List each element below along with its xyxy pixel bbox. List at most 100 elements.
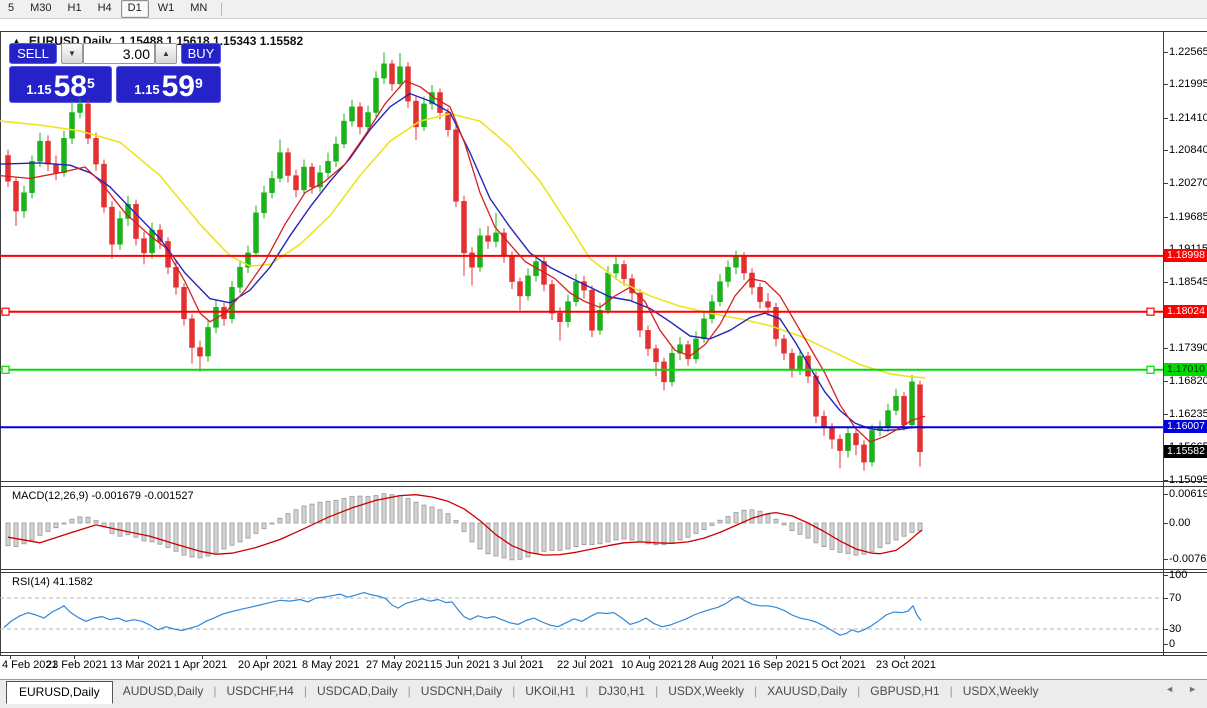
buy-price-display[interactable]: 1.15 59 9 (116, 66, 221, 103)
date-label: 22 Jul 2021 (557, 659, 614, 671)
date-label: 23 Oct 2021 (876, 659, 936, 671)
tab-separator: | (655, 684, 659, 698)
price-axis-label: 1.15095 (1169, 474, 1207, 486)
date-tick (840, 655, 841, 659)
rsi-axis-label: 70 (1169, 592, 1182, 604)
ma-fast-red-line (0, 80, 926, 443)
tab-gbpusd-h1[interactable]: GBPUSD,H1 (870, 684, 940, 698)
sell-button[interactable]: SELL (9, 43, 57, 64)
price-axis-tick (1163, 381, 1168, 382)
rsi-indicator-label: RSI(14) 41.1582 (12, 576, 93, 588)
price-axis-tick (1163, 348, 1168, 349)
date-tick (585, 655, 586, 659)
period-toolbar: 5 M30 H1 H4 D1 W1 MN (0, 0, 1207, 19)
candles-group (5, 52, 923, 471)
tab-audusd-daily[interactable]: AUDUSD,Daily (122, 684, 204, 698)
macd-panel-top-line (0, 486, 1207, 487)
tab-xauusd-daily[interactable]: XAUUSD,Daily (767, 684, 848, 698)
price-axis-tick (1163, 282, 1168, 283)
date-tick (776, 655, 777, 659)
date-tick (10, 655, 11, 659)
date-tick (394, 655, 395, 659)
date-label: 3 Jul 2021 (493, 659, 544, 671)
rsi-axis-tick (1163, 598, 1168, 599)
ma-slow-yellow-line (0, 112, 926, 379)
volume-decrease-button[interactable]: ▼ (61, 43, 83, 64)
rsi-panel-canvas[interactable] (0, 573, 1163, 652)
main-panel-bottom-line (0, 481, 1207, 482)
rsi-axis-label: 100 (1169, 569, 1188, 581)
date-tick (649, 655, 650, 659)
sell-price-display[interactable]: 1.15 58 5 (9, 66, 112, 103)
price-tag-1.17010: 1.17010 (1164, 363, 1207, 376)
period-button-m30[interactable]: M30 (30, 2, 52, 14)
level-handle[interactable] (1, 307, 10, 316)
chart-frame-top (0, 31, 1207, 32)
volume-input[interactable] (83, 43, 155, 64)
price-axis-label: 1.17390 (1169, 342, 1207, 354)
date-label: 8 May 2021 (302, 659, 360, 671)
price-axis-label: 1.21995 (1169, 78, 1207, 90)
tab-scroll-arrows: ◄ ► (1165, 684, 1197, 694)
macd-axis-tick (1163, 559, 1168, 560)
date-tick (138, 655, 139, 659)
tab-scroll-left-icon[interactable]: ◄ (1165, 684, 1175, 694)
price-axis-label: 1.18545 (1169, 276, 1207, 288)
tab-dj30-h1[interactable]: DJ30,H1 (598, 684, 646, 698)
period-button-h4[interactable]: H4 (97, 2, 112, 14)
one-click-collapse-icon[interactable]: ▲ (12, 36, 21, 46)
tab-usdchf-h4[interactable]: USDCHF,H4 (226, 684, 294, 698)
level-handle[interactable] (1146, 365, 1155, 374)
tab-usdcad-daily[interactable]: USDCAD,Daily (316, 684, 398, 698)
tab-separator: | (303, 684, 307, 698)
date-label: 23 Feb 2021 (46, 659, 108, 671)
macd-signal-line (7, 494, 923, 556)
rsi-axis-label: 0 (1169, 638, 1176, 650)
current-price-tag: 1.15582 (1164, 445, 1207, 458)
tab-eurusd-daily-active[interactable]: EURUSD,Daily (6, 681, 113, 704)
period-button-5[interactable]: 5 (8, 2, 15, 14)
rsi-axis-label: 30 (1169, 623, 1182, 635)
date-tick (330, 655, 331, 659)
rsi-value-line (3, 591, 922, 636)
tab-usdx-weekly[interactable]: USDX,Weekly (668, 684, 744, 698)
price-axis-label: 1.16235 (1169, 408, 1207, 420)
date-label: 1 Apr 2021 (174, 659, 228, 671)
price-axis-label: 1.22565 (1169, 46, 1207, 58)
date-tick (521, 655, 522, 659)
tab-scroll-right-icon[interactable]: ► (1188, 684, 1197, 694)
price-axis-tick (1163, 183, 1168, 184)
period-button-h1[interactable]: H1 (67, 2, 82, 14)
date-tick (712, 655, 713, 659)
price-axis-line (1163, 31, 1164, 656)
date-tick (458, 655, 459, 659)
ma-medium-blue-line (0, 92, 926, 432)
tab-ukoil-h1[interactable]: UKOil,H1 (525, 684, 576, 698)
date-tick (904, 655, 905, 659)
tab-usdcnh-daily[interactable]: USDCNH,Daily (420, 684, 503, 698)
chart-frame-left (0, 31, 1, 656)
volume-increase-button[interactable]: ▲ (155, 43, 177, 64)
buy-button[interactable]: BUY (181, 43, 221, 64)
tab-separator: | (857, 684, 861, 698)
tab-usdx-weekly[interactable]: USDX,Weekly (962, 684, 1039, 698)
period-button-d1[interactable]: D1 (120, 0, 149, 18)
date-axis-line (0, 655, 1207, 656)
date-label: 28 Aug 2021 (684, 659, 746, 671)
macd-axis-label: 0.006193 (1169, 488, 1207, 500)
macd-panel-bottom-line (0, 569, 1207, 570)
rsi-panel-bottom-line (0, 652, 1207, 653)
date-tick (74, 655, 75, 659)
tab-separator: | (949, 684, 953, 698)
level-handle[interactable] (1146, 307, 1155, 316)
price-chart-canvas[interactable] (0, 32, 1163, 481)
macd-panel-canvas[interactable] (0, 487, 1163, 569)
price-axis-label: 1.16820 (1169, 375, 1207, 387)
date-label: 16 Sep 2021 (748, 659, 811, 671)
period-button-mn[interactable]: MN (190, 2, 208, 14)
period-button-w1[interactable]: W1 (157, 2, 175, 14)
level-handle[interactable] (1, 365, 10, 374)
tab-separator: | (512, 684, 516, 698)
date-label: 27 May 2021 (366, 659, 430, 671)
